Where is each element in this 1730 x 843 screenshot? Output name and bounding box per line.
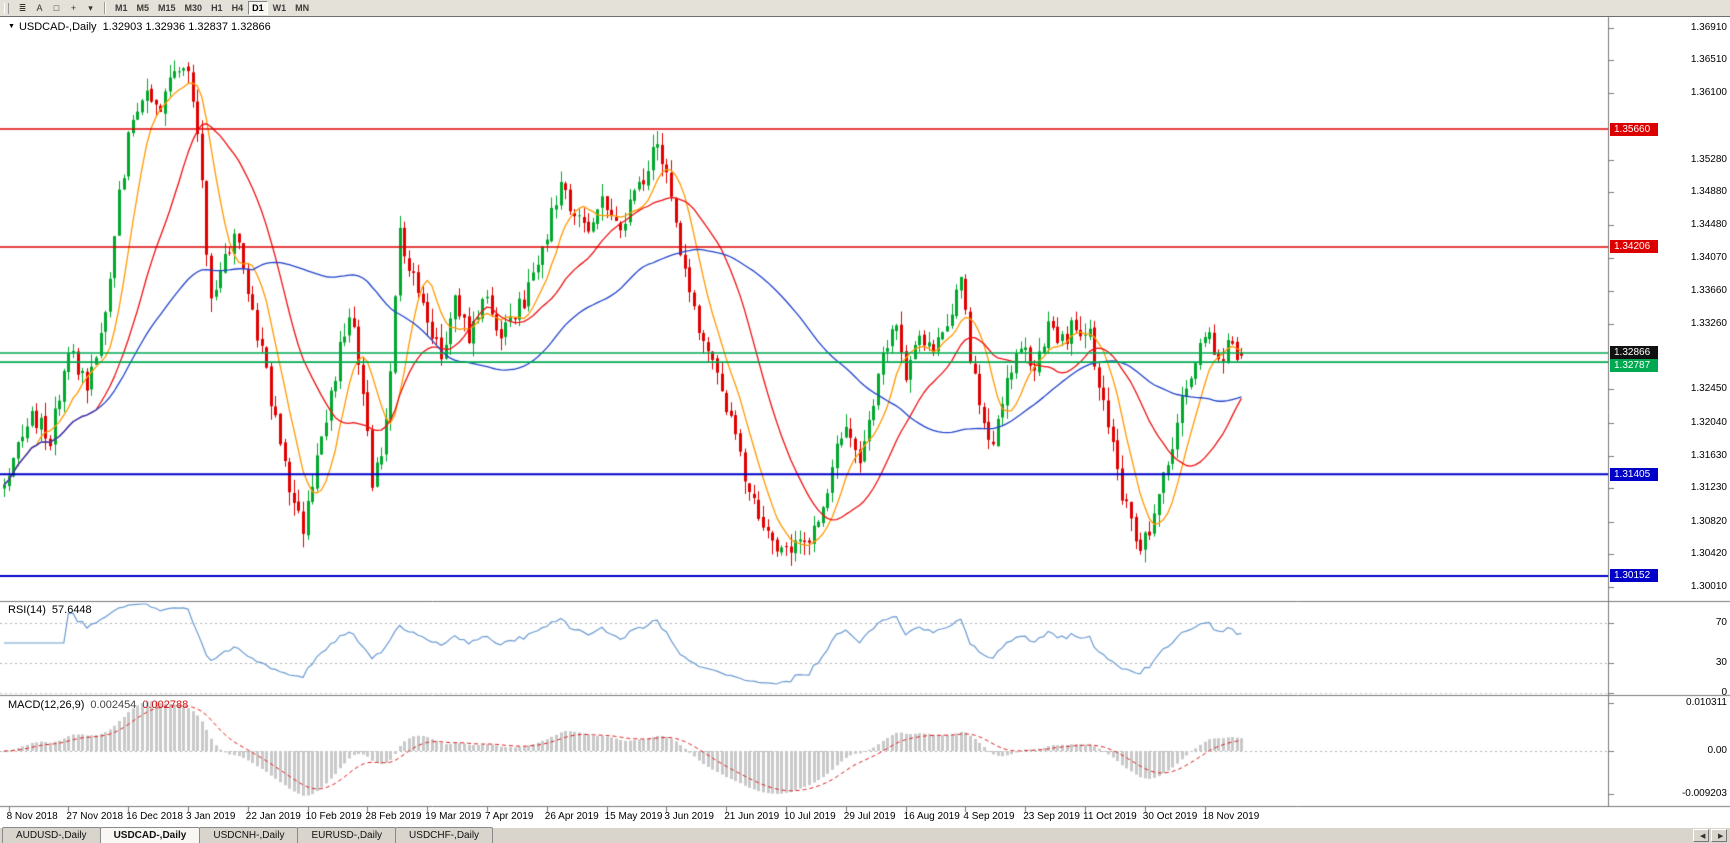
price-badge: 1.34206 xyxy=(1610,240,1658,254)
time-axis-label: 22 Jan 2019 xyxy=(245,811,301,822)
price-tick-label: 1.33660 xyxy=(1690,285,1727,297)
text-a-icon[interactable]: A xyxy=(31,1,48,15)
time-axis[interactable]: 8 Nov 2018 27 Nov 2018 16 Dec 2018 3 Jan 20… xyxy=(0,807,1608,827)
time-axis-label: 29 Jul 2019 xyxy=(843,811,896,822)
timeframe-button-d1[interactable]: D1 xyxy=(248,1,268,15)
time-axis-label: 16 Dec 2018 xyxy=(126,811,183,822)
time-axis-label: 10 Jul 2019 xyxy=(784,811,836,822)
timeframe-button-w1[interactable]: W1 xyxy=(269,1,291,15)
macd-axis-label: 0.010311 xyxy=(1686,696,1727,708)
time-axis-label: 28 Feb 2019 xyxy=(365,811,422,822)
time-axis-label: 26 Apr 2019 xyxy=(544,811,599,822)
time-axis-label: 10 Feb 2019 xyxy=(305,811,362,822)
price-tick-label: 1.30420 xyxy=(1690,548,1727,560)
ohlc-readout: 1.32903 1.32936 1.32837 1.32866 xyxy=(102,21,271,33)
chart-tab-bar: AUDUSD-,Daily USDCAD-,Daily USDCNH-,Daily E… xyxy=(0,827,1730,843)
symbol-period-label: USDCAD-,Daily xyxy=(18,21,97,33)
price-badge: 1.32866 xyxy=(1610,345,1658,359)
toolbar-grip-handle[interactable] xyxy=(4,2,9,14)
rsi-axis-label: 30 xyxy=(1715,657,1727,668)
tab-scroll-left-icon[interactable]: ◀ xyxy=(1693,829,1709,842)
price-tick-label: 1.31630 xyxy=(1690,450,1727,462)
timeframe-button-m15[interactable]: M15 xyxy=(154,1,180,15)
tab-usdcad-daily[interactable]: USDCAD-,Daily xyxy=(99,827,201,843)
time-axis-label: 4 Sep 2019 xyxy=(963,811,1015,822)
timeframe-button-h4[interactable]: H4 xyxy=(228,1,248,15)
price-tick-label: 1.30010 xyxy=(1690,581,1727,593)
time-axis-label: 8 Nov 2018 xyxy=(6,811,58,822)
price-tick-label: 1.30820 xyxy=(1690,515,1727,527)
macd-signal-value: 0.002788 xyxy=(142,699,189,711)
time-axis-label: 7 Apr 2019 xyxy=(485,811,534,822)
collapse-triangle-icon: ▼ xyxy=(8,23,15,30)
chart-tabs-group: AUDUSD-,Daily USDCAD-,Daily USDCNH-,Daily E… xyxy=(2,827,494,843)
macd-name: MACD(12,26,9) xyxy=(8,699,85,711)
chart-toolbar: ≣ A □ + ▾ M1 M5 M15 M30 H1 H4 D1 W1 MN xyxy=(0,0,1730,17)
tab-scroll-right-icon[interactable]: ▶ xyxy=(1711,829,1727,842)
price-badge: 1.32787 xyxy=(1610,359,1658,373)
price-tick-label: 1.36510 xyxy=(1690,54,1727,66)
macd-indicator-label: MACD(12,26,9) 0.002454 0.002788 xyxy=(8,699,188,711)
macd-axis-label: 0.00 xyxy=(1707,745,1727,756)
price-tick-label: 1.35280 xyxy=(1690,153,1727,165)
timeframe-button-mn[interactable]: MN xyxy=(291,1,313,15)
price-tick-label: 1.34880 xyxy=(1690,186,1727,198)
time-axis-label: 30 Oct 2019 xyxy=(1142,811,1198,822)
shapes-icon[interactable]: □ xyxy=(48,1,65,15)
time-axis-label: 18 Nov 2019 xyxy=(1202,811,1260,822)
rsi-indicator-label: RSI(14) 57.6448 xyxy=(8,604,92,616)
price-badge: 1.30152 xyxy=(1610,569,1658,583)
price-badge: 1.31405 xyxy=(1610,467,1658,481)
timeframe-button-m5[interactable]: M5 xyxy=(133,1,154,15)
price-tick-label: 1.32450 xyxy=(1690,383,1727,395)
time-axis-label: 23 Sep 2019 xyxy=(1023,811,1080,822)
rsi-value: 57.6448 xyxy=(51,604,92,616)
price-badge: 1.35660 xyxy=(1610,122,1658,136)
tab-usdcnh-daily[interactable]: USDCNH-,Daily xyxy=(199,827,299,843)
price-tick-label: 1.33260 xyxy=(1690,317,1727,329)
time-axis-label: 27 Nov 2018 xyxy=(66,811,124,822)
macd-main-value: 0.002454 xyxy=(90,699,137,711)
time-axis-label: 19 Mar 2019 xyxy=(425,811,482,822)
toolbar-tools-group: ≣ A □ + ▾ xyxy=(14,1,99,15)
rsi-name: RSI(14) xyxy=(8,604,46,616)
crosshair-icon[interactable]: + xyxy=(65,1,82,15)
tab-usdchf-daily[interactable]: USDCHF-,Daily xyxy=(395,827,494,843)
time-axis-label: 3 Jun 2019 xyxy=(664,811,714,822)
tab-scroll-group: ◀ ▶ xyxy=(1693,829,1727,842)
timeframe-button-m30[interactable]: M30 xyxy=(181,1,207,15)
price-tick-label: 1.34480 xyxy=(1690,218,1727,230)
tab-eurusd-daily[interactable]: EURUSD-,Daily xyxy=(297,827,397,843)
timeframe-button-group: M1 M5 M15 M30 H1 H4 D1 W1 MN xyxy=(111,1,313,15)
rsi-axis-label: 70 xyxy=(1715,617,1727,628)
price-tick-label: 1.34070 xyxy=(1690,252,1727,264)
chart-title: ▼ USDCAD-,Daily 1.32903 1.32936 1.32837 1.… xyxy=(8,21,271,33)
time-axis-label: 15 May 2019 xyxy=(604,811,663,822)
timeframe-button-h1[interactable]: H1 xyxy=(207,1,227,15)
price-scale[interactable]: 1.36910 1.36510 1.36100 1.35280 1.34880 1.344… xyxy=(1608,17,1730,807)
price-tick-label: 1.36100 xyxy=(1690,87,1727,99)
price-tick-label: 1.32040 xyxy=(1690,416,1727,428)
price-tick-label: 1.31230 xyxy=(1690,482,1727,494)
caret-down-icon[interactable]: ▾ xyxy=(82,1,99,15)
time-axis-label: 16 Aug 2019 xyxy=(903,811,960,822)
time-axis-label: 11 Oct 2019 xyxy=(1083,811,1137,822)
toolbar-separator xyxy=(104,2,106,14)
timeframe-button-m1[interactable]: M1 xyxy=(111,1,132,15)
tab-audusd-daily[interactable]: AUDUSD-,Daily xyxy=(2,827,101,843)
menu-icon[interactable]: ≣ xyxy=(14,1,31,15)
macd-axis-label: -0.009203 xyxy=(1681,787,1727,799)
price-tick-label: 1.36910 xyxy=(1690,21,1727,33)
time-axis-label: 21 Jun 2019 xyxy=(724,811,780,822)
time-axis-label: 3 Jan 2019 xyxy=(186,811,236,822)
rsi-axis-label: 0 xyxy=(1721,687,1727,698)
